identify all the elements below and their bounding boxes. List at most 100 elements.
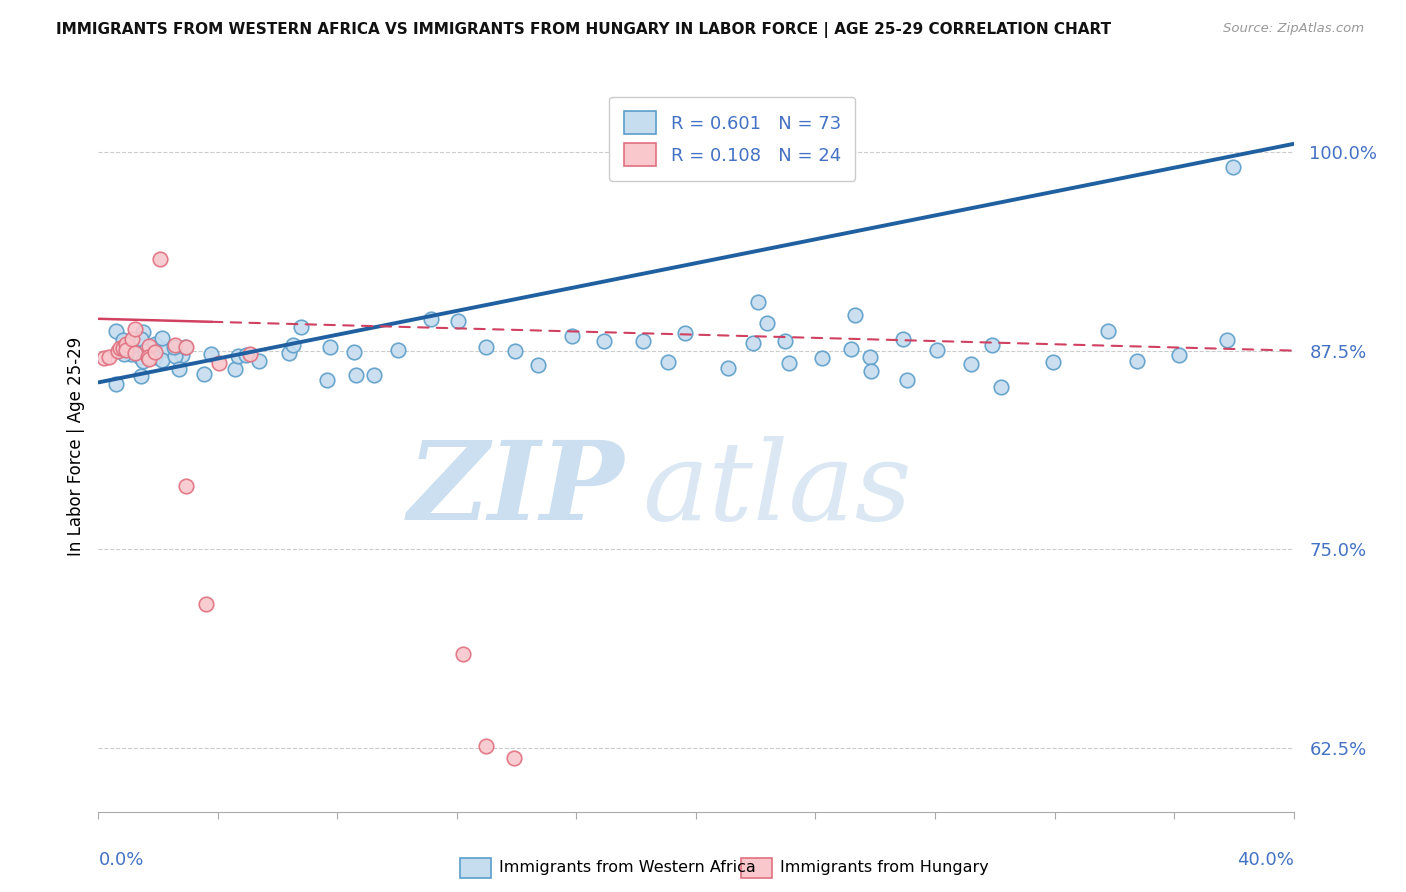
Point	[194, 597, 217, 611]
Point	[136, 351, 159, 365]
Point	[124, 322, 146, 336]
Point	[675, 326, 697, 340]
Point	[839, 343, 862, 357]
Point	[193, 368, 215, 382]
Text: IMMIGRANTS FROM WESTERN AFRICA VS IMMIGRANTS FROM HUNGARY IN LABOR FORCE | AGE 2: IMMIGRANTS FROM WESTERN AFRICA VS IMMIGR…	[56, 22, 1111, 38]
Point	[143, 345, 166, 359]
Point	[169, 362, 191, 376]
Point	[810, 351, 832, 365]
Point	[115, 343, 138, 357]
Legend: R = 0.601   N = 73, R = 0.108   N = 24: R = 0.601 N = 73, R = 0.108 N = 24	[609, 96, 855, 181]
Point	[121, 332, 143, 346]
Point	[150, 352, 173, 367]
Point	[143, 337, 166, 351]
Point	[124, 345, 146, 359]
Point	[387, 343, 409, 357]
Point	[747, 295, 769, 310]
Point	[150, 331, 173, 345]
Point	[134, 344, 156, 359]
Point	[277, 345, 299, 359]
Point	[561, 329, 583, 343]
Point	[344, 368, 367, 382]
Point	[174, 479, 197, 493]
Point	[860, 364, 883, 378]
Point	[980, 337, 1002, 351]
Point	[447, 314, 470, 328]
Point	[1222, 161, 1244, 175]
Point	[475, 340, 498, 354]
Point	[1167, 348, 1189, 362]
Point	[93, 351, 115, 365]
Text: 0.0%: 0.0%	[98, 851, 143, 869]
Point	[138, 338, 160, 352]
Point	[475, 739, 498, 754]
Point	[1216, 333, 1239, 347]
Point	[163, 349, 186, 363]
Point	[343, 344, 366, 359]
Point	[98, 350, 121, 364]
Point	[526, 359, 548, 373]
Point	[1097, 324, 1119, 338]
Point	[128, 346, 150, 360]
Text: 40.0%: 40.0%	[1237, 851, 1294, 869]
Point	[115, 337, 138, 351]
Point	[155, 343, 177, 357]
Point	[110, 341, 132, 355]
Text: Immigrants from Hungary: Immigrants from Hungary	[780, 861, 988, 875]
Point	[1126, 353, 1149, 368]
Point	[104, 376, 127, 391]
Point	[420, 312, 443, 326]
Point	[120, 347, 142, 361]
Point	[657, 355, 679, 369]
Point	[224, 361, 246, 376]
Point	[316, 373, 339, 387]
Text: Source: ZipAtlas.com: Source: ZipAtlas.com	[1223, 22, 1364, 36]
Point	[107, 344, 129, 359]
Point	[165, 338, 187, 352]
Point	[129, 368, 152, 383]
Point	[503, 344, 526, 359]
Text: atlas: atlas	[643, 436, 912, 543]
Point	[959, 357, 981, 371]
Point	[139, 350, 162, 364]
Point	[129, 332, 152, 346]
Point	[896, 373, 918, 387]
Y-axis label: In Labor Force | Age 25-29: In Labor Force | Age 25-29	[66, 336, 84, 556]
Point	[200, 346, 222, 360]
Point	[124, 343, 146, 358]
Point	[631, 334, 654, 348]
Point	[143, 351, 166, 365]
Point	[717, 361, 740, 376]
Point	[363, 368, 385, 382]
Point	[1042, 355, 1064, 369]
Point	[173, 340, 195, 354]
Point	[132, 325, 155, 339]
Point	[775, 334, 797, 348]
Point	[138, 352, 160, 367]
Point	[170, 348, 193, 362]
Point	[112, 342, 135, 356]
Text: ZIP: ZIP	[408, 436, 624, 543]
Point	[112, 347, 135, 361]
Point	[115, 343, 138, 358]
Point	[247, 353, 270, 368]
Point	[742, 336, 765, 351]
Point	[891, 332, 914, 346]
Point	[132, 354, 155, 368]
Point	[174, 340, 197, 354]
Point	[129, 350, 152, 364]
Point	[226, 349, 249, 363]
Text: Immigrants from Western Africa: Immigrants from Western Africa	[499, 861, 756, 875]
Point	[162, 340, 184, 354]
Point	[281, 338, 304, 352]
Point	[319, 340, 342, 354]
Point	[112, 333, 135, 347]
Point	[290, 319, 312, 334]
Point	[503, 751, 526, 765]
Point	[990, 380, 1012, 394]
Point	[451, 647, 474, 661]
Point	[778, 356, 800, 370]
Point	[859, 350, 882, 364]
Point	[592, 334, 614, 348]
Point	[844, 309, 866, 323]
